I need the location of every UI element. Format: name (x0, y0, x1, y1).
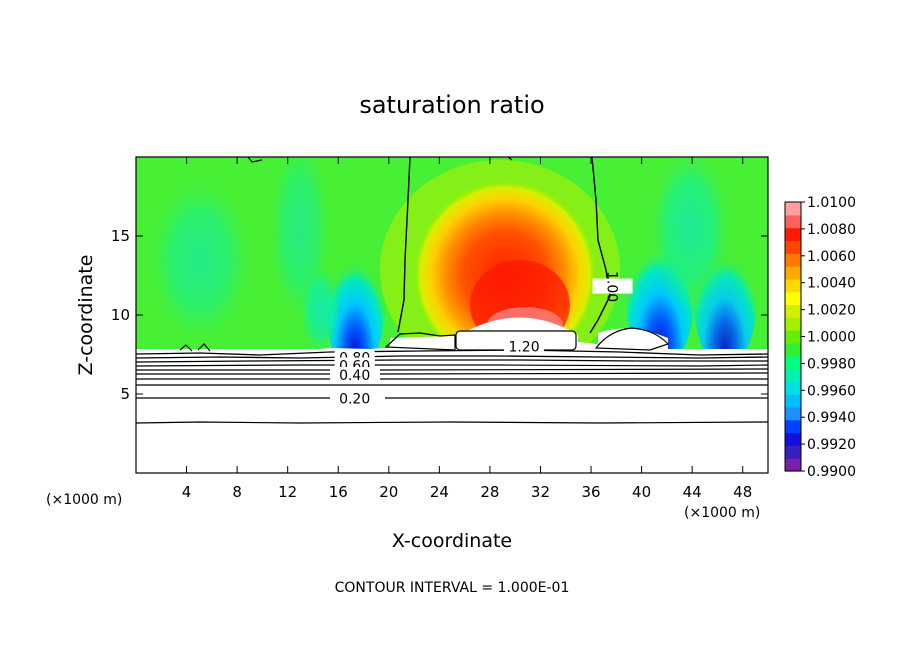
colorbar-swatch (785, 214, 801, 229)
x-tick-label: 32 (531, 483, 550, 501)
colorbar-swatch (785, 291, 801, 306)
x-axis-ticks: 4 8 12 16 20 24 28 32 36 40 44 48 (182, 157, 752, 501)
y-axis-label: Z-coordinate (75, 255, 97, 376)
colorbar-swatch (785, 381, 801, 395)
contour-label: 0.40 (339, 368, 370, 384)
colorbar-swatch (785, 266, 801, 280)
colorbar-swatch (785, 445, 801, 459)
colorbar-swatch (785, 202, 801, 216)
x-axis-label: X-coordinate (392, 530, 512, 552)
colorbar-swatch (785, 304, 801, 318)
contour-label-background (504, 338, 545, 354)
colorbar-swatch (785, 355, 801, 370)
contour-label-background (334, 367, 375, 383)
colorbar-swatch (785, 317, 801, 331)
contour-label: 0.20 (339, 392, 370, 408)
field-fill: 1.001.200.800.600.400.20 (136, 157, 768, 473)
y-axis-ticks: 5 10 15 (111, 227, 768, 403)
contour-label-background (334, 390, 375, 406)
chart-title: saturation ratio (359, 91, 544, 119)
colorbar-swatch (785, 253, 801, 267)
x-tick-label: 24 (430, 483, 449, 501)
contour-labels: 1.001.200.800.600.400.20 (334, 271, 633, 408)
colorbar-label: 1.0020 (807, 303, 856, 319)
colorbar-label: 1.0080 (807, 222, 856, 238)
colorbar-swatch (785, 330, 801, 344)
colorbar-swatch (785, 419, 801, 434)
colorbar-label: 0.9940 (807, 410, 856, 426)
colorbar-label: 1.0000 (807, 330, 856, 346)
colorbar-label: 0.9960 (807, 383, 856, 399)
colorbar-label: 0.9920 (807, 437, 856, 453)
colorbar-swatch (785, 432, 801, 446)
contour-label: 1.20 (508, 340, 539, 356)
x-tick-label: 28 (480, 483, 499, 501)
contour-label: 1.00 (604, 271, 620, 302)
colorbar: 1.0100 1.0080 1.0060 1.0040 1.0020 1.0000 0.99… (784, 195, 856, 480)
colorbar-label: 1.0100 (807, 195, 856, 211)
colorbar-swatch (785, 240, 801, 254)
x-tick-label: 40 (632, 483, 651, 501)
y-tick-label: 10 (111, 306, 130, 324)
colorbar-swatch (785, 227, 801, 242)
colorbar-swatch (785, 278, 801, 293)
colorbar-label: 1.0060 (807, 249, 856, 265)
colorbar-label: 0.9900 (807, 464, 856, 480)
y-tick-label: 5 (120, 385, 130, 403)
colorbar-swatch (785, 394, 801, 408)
x-tick-label: 12 (278, 483, 297, 501)
colorbar-swatch (785, 342, 801, 357)
colorbar-swatch (785, 368, 801, 382)
x-tick-label: 44 (683, 483, 702, 501)
contour-label-background (592, 278, 633, 294)
x-tick-label: 8 (232, 483, 242, 501)
x-tick-label: 36 (581, 483, 600, 501)
colorbar-swatch (785, 406, 801, 421)
x-unit-left: (×1000 m) (46, 492, 122, 508)
x-tick-label: 20 (379, 483, 398, 501)
x-unit-right: (×1000 m) (684, 505, 760, 521)
y-tick-label: 15 (111, 227, 130, 245)
x-tick-label: 48 (733, 483, 752, 501)
colorbar-label: 0.9980 (807, 356, 856, 372)
colorbar-label: 1.0040 (807, 276, 856, 292)
contour-interval-note: CONTOUR INTERVAL = 1.000E-01 (335, 580, 570, 596)
x-tick-label: 4 (182, 483, 192, 501)
colorbar-swatch (785, 458, 801, 472)
x-tick-label: 16 (329, 483, 348, 501)
